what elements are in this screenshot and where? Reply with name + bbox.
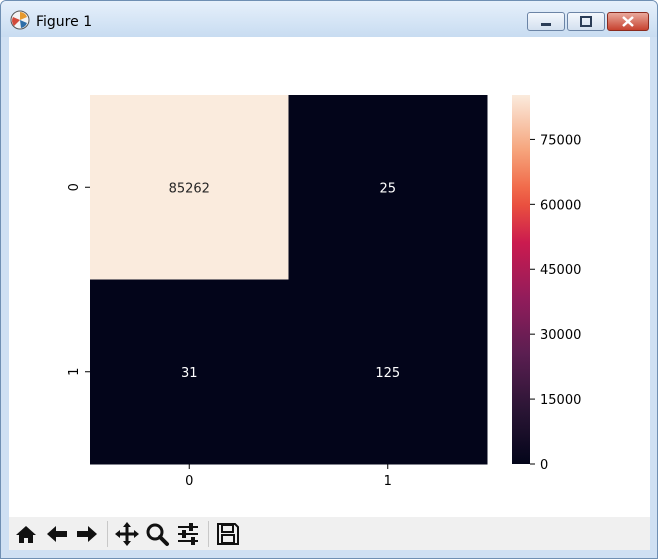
close-icon: [622, 16, 634, 27]
heatmap-cell: [288, 95, 488, 280]
colorbar: [512, 95, 530, 464]
heatmap-cell: [288, 279, 488, 465]
cell-annotation: 125: [375, 366, 400, 381]
colorbar-tick-label: 30000: [540, 328, 581, 343]
colorbar-tick-label: 60000: [540, 198, 581, 213]
navigation-toolbar: [9, 517, 650, 550]
heatmap-cell: [90, 95, 289, 280]
cell-annotation: 25: [379, 181, 396, 196]
y-tick-label: 1: [67, 368, 82, 376]
save-button[interactable]: [214, 520, 242, 548]
pan-button[interactable]: [113, 520, 141, 548]
colorbar-tick-label: 75000: [540, 133, 581, 148]
zoom-button[interactable]: [143, 520, 171, 548]
configure-subplots-icon: [178, 523, 198, 545]
minimize-icon: [541, 23, 551, 26]
figure-canvas: 85262 25 31 125 0 1 0 1 0 15000 30000 45000 60000 750…: [9, 37, 650, 550]
close-button[interactable]: [607, 12, 649, 31]
save-floppy-icon: [217, 523, 239, 545]
colorbar-tick-label: 15000: [540, 393, 581, 408]
y-tick-label: 0: [67, 183, 82, 191]
forward-arrow-icon: [77, 526, 97, 542]
cell-annotation: 85262: [169, 181, 210, 196]
back-arrow-icon: [47, 526, 67, 542]
heatmap-cell: [90, 279, 289, 465]
minimize-button[interactable]: [527, 12, 565, 31]
pan-move-icon: [115, 522, 139, 546]
configure-subplots-button[interactable]: [174, 520, 202, 548]
home-button[interactable]: [12, 520, 40, 548]
heatmap-chart: 85262 25 31 125 0 1 0 1 0 15000 30000 45000 60000 750…: [67, 95, 581, 489]
home-icon: [16, 526, 36, 543]
x-tick-label: 0: [185, 474, 193, 489]
maximize-button[interactable]: [567, 12, 605, 31]
colorbar-tick-label: 0: [540, 458, 548, 473]
back-button[interactable]: [43, 520, 71, 548]
zoom-magnifier-icon: [146, 523, 169, 546]
x-tick-label: 1: [384, 474, 392, 489]
forward-button[interactable]: [73, 520, 101, 548]
toolbar-separator: [208, 521, 209, 547]
window-title: Figure 1: [36, 14, 93, 30]
maximize-icon: [580, 16, 592, 27]
title-bar[interactable]: Figure 1: [1, 1, 657, 37]
colorbar-tick-label: 45000: [540, 263, 581, 278]
cell-annotation: 31: [181, 366, 198, 381]
toolbar-separator: [107, 521, 108, 547]
matplotlib-app-icon: [10, 10, 30, 30]
